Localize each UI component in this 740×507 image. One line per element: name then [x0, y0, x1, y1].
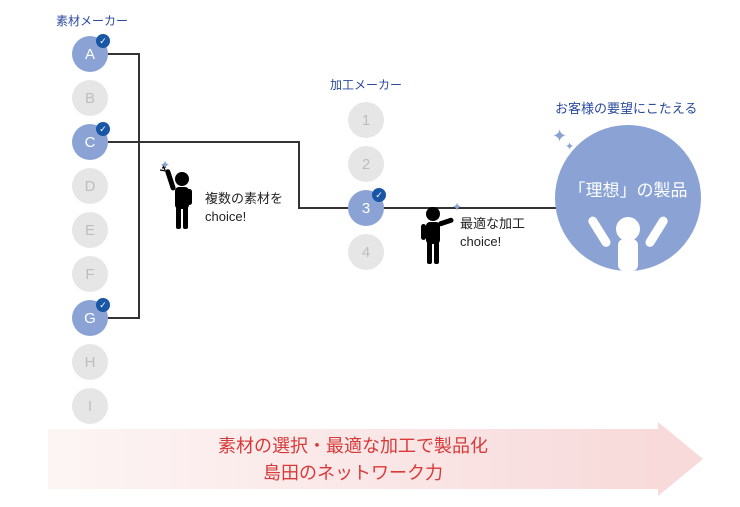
person-icon-1 [160, 165, 200, 236]
sparkle-icon: ✦ [452, 200, 462, 214]
process-node-2: 2 [348, 146, 384, 182]
sparkle-icon: ✦ [160, 158, 170, 172]
check-icon [372, 188, 386, 202]
material-node-C: C [72, 124, 108, 160]
connector [138, 141, 300, 143]
result-circle-text: 「理想」の製品 [569, 176, 688, 201]
check-icon [96, 34, 110, 48]
material-node-G: G [72, 300, 108, 336]
bottom-line2: 島田のネットワーク力 [263, 463, 443, 483]
choice2-line1: 最適な加工 [460, 216, 525, 231]
material-node-F: F [72, 256, 108, 292]
check-icon [96, 122, 110, 136]
connector [298, 141, 300, 209]
process-node-1: 1 [348, 102, 384, 138]
process-node-3: 3 [348, 190, 384, 226]
process-node-4: 4 [348, 234, 384, 270]
bottom-text: 素材の選択・最適な加工で製品化 島田のネットワーク力 [48, 433, 658, 487]
connector-bus [138, 53, 140, 319]
connector [108, 317, 140, 319]
customer-text: お客様の要望にこたえる [555, 98, 697, 117]
choice1-line1: 複数の素材を [205, 191, 283, 206]
choice1-caption: 複数の素材を choice! [205, 190, 283, 226]
bottom-arrow: 素材の選択・最適な加工で製品化 島田のネットワーク力 [48, 429, 703, 489]
connector [108, 53, 140, 55]
choice2-caption: 最適な加工 choice! [460, 215, 525, 251]
material-node-A: A [72, 36, 108, 72]
connector [298, 207, 348, 209]
materials-header: 素材メーカー [56, 12, 128, 29]
choice1-line2: choice! [205, 209, 246, 224]
person-icon-2 [415, 200, 457, 271]
connector [384, 207, 559, 209]
material-node-B: B [72, 80, 108, 116]
check-icon [96, 298, 110, 312]
choice2-line2: choice! [460, 234, 501, 249]
material-node-E: E [72, 212, 108, 248]
material-node-D: D [72, 168, 108, 204]
result-circle: 「理想」の製品 [555, 125, 701, 271]
material-node-H: H [72, 344, 108, 380]
process-header: 加工メーカー [330, 76, 402, 93]
material-node-I: I [72, 388, 108, 424]
connector [108, 141, 140, 143]
bottom-line1: 素材の選択・最適な加工で製品化 [218, 436, 488, 456]
